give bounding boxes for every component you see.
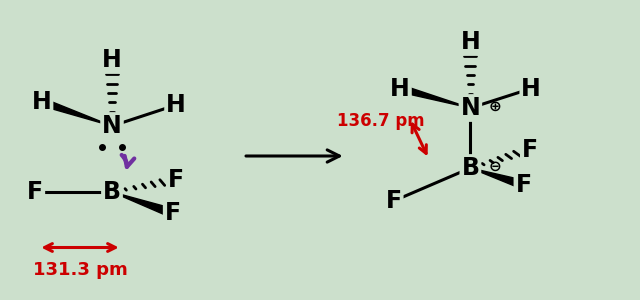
Text: 136.7 pm: 136.7 pm — [337, 112, 424, 130]
Text: H: H — [102, 48, 122, 72]
Text: F: F — [385, 189, 402, 213]
Text: F: F — [168, 168, 184, 192]
Text: ⊖: ⊖ — [488, 159, 501, 174]
Text: H: H — [522, 76, 541, 100]
Text: 131.3 pm: 131.3 pm — [33, 261, 127, 279]
Text: ⊕: ⊕ — [488, 99, 501, 114]
Text: H: H — [166, 93, 186, 117]
Polygon shape — [112, 192, 178, 216]
Text: F: F — [27, 180, 44, 204]
Text: H: H — [390, 76, 410, 100]
Text: B: B — [461, 156, 479, 180]
Polygon shape — [470, 168, 528, 188]
Polygon shape — [38, 99, 112, 126]
Text: B: B — [103, 180, 121, 204]
Text: N: N — [461, 96, 480, 120]
Text: F: F — [515, 172, 532, 197]
Text: F: F — [522, 138, 538, 162]
Text: H: H — [461, 30, 480, 54]
Polygon shape — [396, 86, 470, 108]
Text: N: N — [102, 114, 122, 138]
Text: F: F — [164, 201, 181, 225]
Text: H: H — [32, 90, 51, 114]
